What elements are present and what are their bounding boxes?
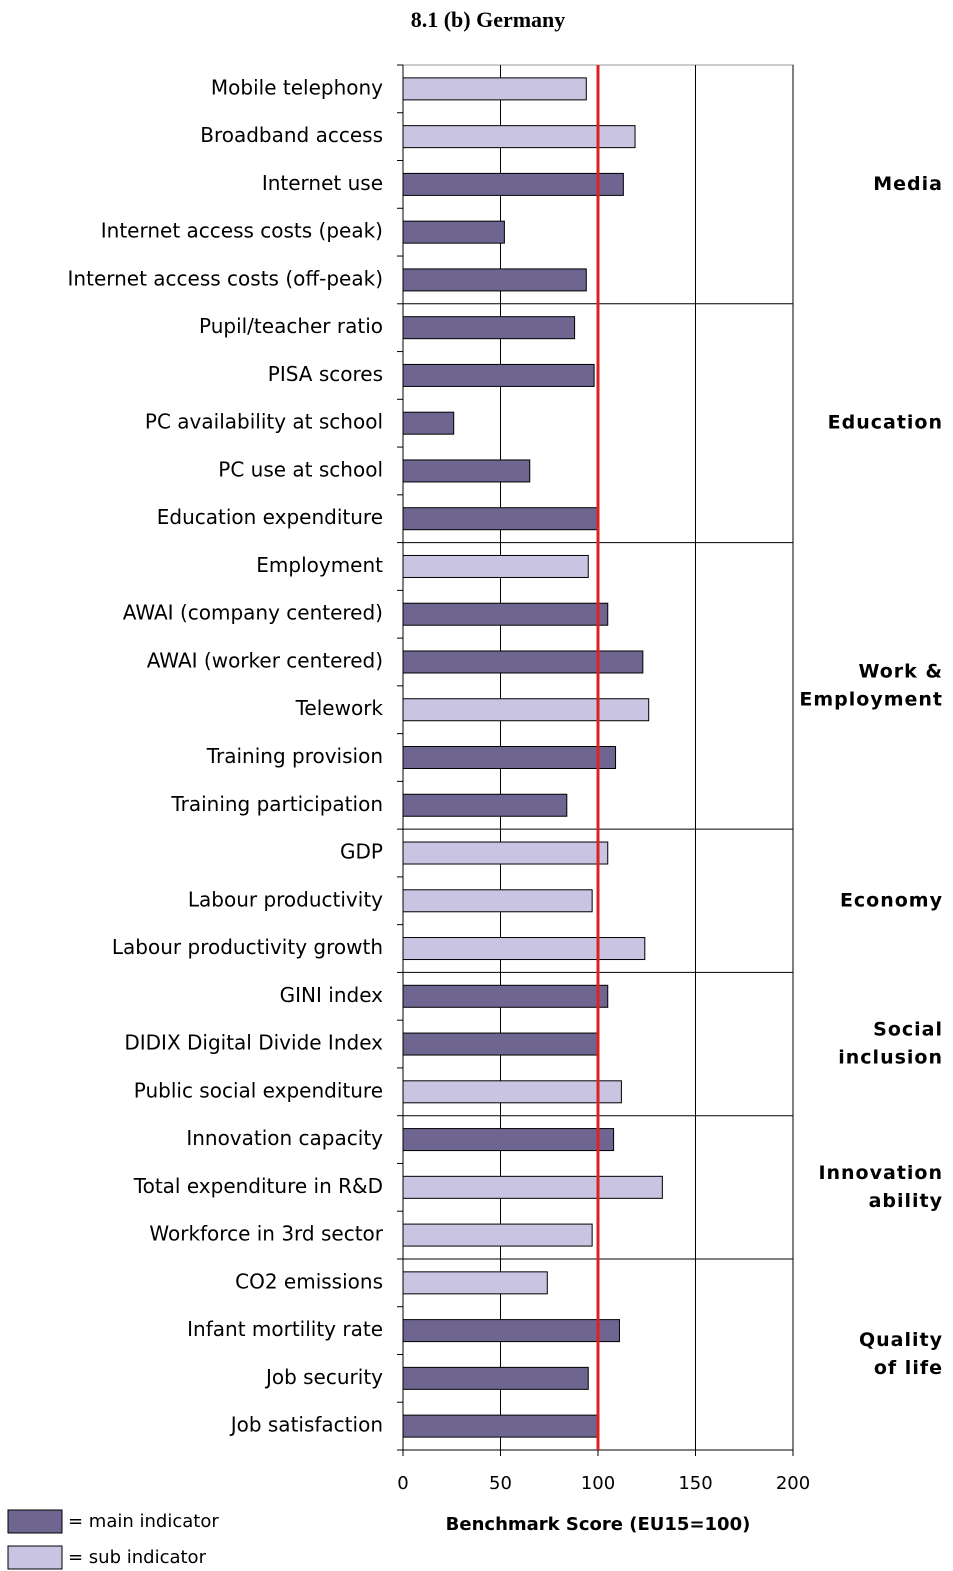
y-tick-label: DIDIX Digital Divide Index [124,1031,383,1055]
bar [402,77,587,101]
y-tick-label: GDP [340,840,383,864]
chart-title: 8.1 (b) Germany [411,7,566,32]
y-tick-label: Mobile telephony [211,75,383,99]
legend-swatch [7,1545,63,1570]
group-label: Education [828,412,943,434]
bar [402,411,455,435]
legend-label: = sub indicator [68,1547,207,1568]
y-tick-label: Employment [256,553,383,577]
y-tick-label: Training participation [170,792,383,816]
bar [402,698,650,722]
y-tick-label: GINI index [280,983,383,1007]
bar [402,937,646,961]
group-label: of life [874,1357,943,1379]
y-tick-label: Infant mortility rate [187,1317,383,1341]
bar [402,268,587,292]
x-tick-label: 200 [776,1473,810,1494]
bar [402,984,609,1008]
y-tick-label: Internet access costs (off-peak) [68,266,383,290]
group-label: ability [869,1190,943,1212]
group-label: Economy [840,889,943,911]
group-label: Media [873,173,943,195]
y-tick-label: Internet use [262,171,383,195]
group-label: Quality [859,1329,943,1351]
bar [402,459,531,483]
y-tick-label: PC availability at school [145,410,383,434]
group-label: Innovation [818,1162,943,1184]
bar [402,841,609,865]
y-tick-label: Labour productivity growth [112,935,383,959]
bar [402,1128,615,1152]
y-tick-label: Broadband access [200,123,383,147]
y-tick-label: CO2 emissions [235,1269,383,1293]
y-tick-label: PISA scores [268,362,383,386]
bar [402,1271,548,1295]
bar [402,1414,599,1438]
legend-swatch [7,1509,63,1534]
x-tick-label: 50 [489,1473,512,1494]
x-tick-label: 0 [397,1473,408,1494]
y-tick-label: AWAI (company centered) [123,601,383,625]
x-tick-label: 100 [581,1473,615,1494]
group-label: Employment [799,688,943,710]
y-tick-label: Internet access costs (peak) [101,219,383,243]
bar [402,746,617,769]
y-tick-label: Job satisfaction [229,1413,383,1437]
y-tick-label: Pupil/teacher ratio [199,314,383,338]
bar [402,220,505,244]
group-label: Social [873,1019,943,1041]
bar [402,1175,663,1199]
y-tick-label: Training provision [206,744,383,768]
y-tick-label: Total expenditure in R&D [133,1174,383,1198]
y-tick-label: Public social expenditure [134,1078,383,1102]
bar [402,602,609,626]
bar [402,889,593,913]
y-tick-label: Workforce in 3rd sector [149,1222,383,1246]
y-tick-label: Job security [264,1365,383,1389]
bar [402,793,568,817]
y-tick-label: Education expenditure [157,505,383,529]
bar [402,554,589,578]
bar [402,1032,599,1056]
y-tick-label: Innovation capacity [186,1126,383,1150]
bar [402,1080,622,1104]
group-label: inclusion [838,1047,943,1069]
bar [402,507,599,531]
y-tick-label: PC use at school [218,457,383,481]
x-tick-label: 150 [678,1473,712,1494]
bar [402,172,624,196]
bar [402,650,644,674]
y-tick-label: Telework [295,696,384,720]
bar [402,1223,593,1247]
x-axis-label: Benchmark Score (EU15=100) [446,1514,751,1535]
bar [402,125,636,149]
bar [402,363,595,387]
y-tick-label: AWAI (worker centered) [147,648,383,672]
bar [402,316,576,340]
bar [402,1366,589,1390]
y-tick-label: Labour productivity [188,887,383,911]
bar [402,1319,620,1343]
group-label: Work & [858,660,943,682]
legend-label: = main indicator [68,1511,219,1532]
